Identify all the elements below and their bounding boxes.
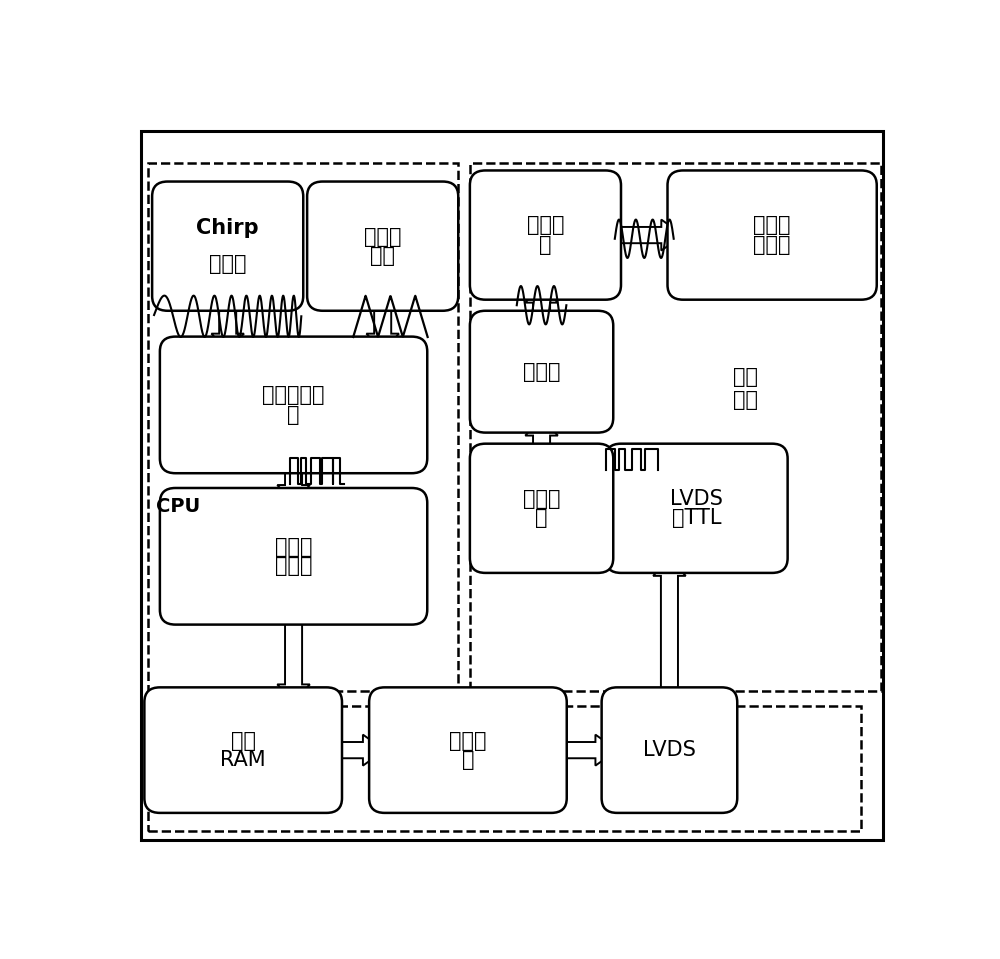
Text: 制: 制 <box>287 405 300 425</box>
FancyBboxPatch shape <box>668 171 877 299</box>
Text: 动态脉宽调: 动态脉宽调 <box>262 386 325 406</box>
Text: 域离散: 域离散 <box>275 556 312 576</box>
FancyArrow shape <box>326 735 385 765</box>
Text: RAM: RAM <box>220 750 266 770</box>
FancyArrow shape <box>551 735 617 765</box>
Text: 生成: 生成 <box>370 246 395 266</box>
Text: CPU: CPU <box>156 497 200 516</box>
Bar <box>470 163 881 691</box>
Text: Chirp: Chirp <box>196 219 259 239</box>
FancyBboxPatch shape <box>470 171 621 299</box>
FancyArrow shape <box>598 493 621 524</box>
Text: 低通滤: 低通滤 <box>523 489 560 508</box>
FancyBboxPatch shape <box>602 688 737 813</box>
FancyBboxPatch shape <box>160 337 427 473</box>
Text: 并串转: 并串转 <box>449 731 487 751</box>
FancyBboxPatch shape <box>144 688 342 813</box>
FancyArrow shape <box>525 418 558 458</box>
FancyBboxPatch shape <box>606 444 788 573</box>
FancyBboxPatch shape <box>470 444 613 573</box>
FancyArrow shape <box>606 220 683 250</box>
FancyBboxPatch shape <box>152 181 303 311</box>
FancyArrow shape <box>653 558 686 702</box>
Text: 滤波
放大: 滤波 放大 <box>732 366 758 409</box>
FancyBboxPatch shape <box>470 311 613 433</box>
Text: 脉冲时: 脉冲时 <box>275 537 312 556</box>
Text: LVDS: LVDS <box>643 740 696 760</box>
Text: 转TTL: 转TTL <box>672 508 721 527</box>
Text: 双口: 双口 <box>231 731 256 751</box>
FancyArrow shape <box>211 296 244 351</box>
Bar <box>148 163 458 691</box>
Text: 大: 大 <box>539 235 552 255</box>
FancyBboxPatch shape <box>160 488 427 624</box>
FancyBboxPatch shape <box>369 688 567 813</box>
FancyBboxPatch shape <box>307 181 458 311</box>
FancyArrow shape <box>366 296 399 351</box>
Text: 功率放: 功率放 <box>527 216 564 236</box>
Text: 波: 波 <box>535 508 548 527</box>
FancyArrow shape <box>525 285 558 325</box>
Bar <box>148 706 861 831</box>
Text: 隔直流: 隔直流 <box>523 362 560 382</box>
Text: 超声发: 超声发 <box>753 216 791 236</box>
Text: 换: 换 <box>462 750 474 770</box>
Text: 三角波: 三角波 <box>364 226 401 246</box>
FancyArrow shape <box>277 458 310 503</box>
Text: 射探头: 射探头 <box>753 235 791 255</box>
Text: LVDS: LVDS <box>670 489 723 508</box>
FancyArrow shape <box>277 610 310 702</box>
Text: 码生成: 码生成 <box>209 254 246 274</box>
